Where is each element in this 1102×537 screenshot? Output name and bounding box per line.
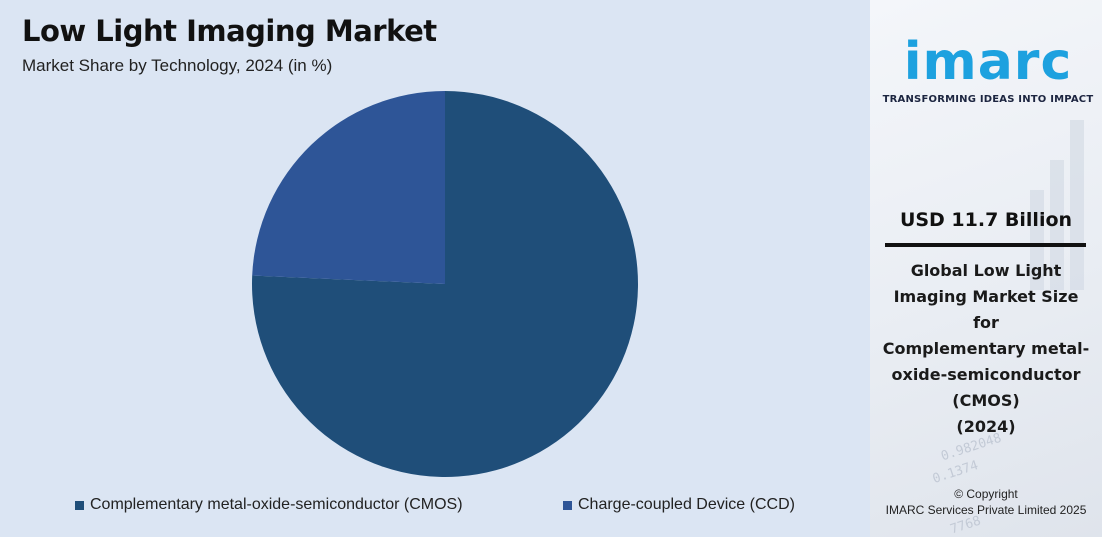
- description-line: Complementary metal-: [882, 339, 1090, 358]
- logo-wordmark: imarc: [903, 32, 1073, 92]
- chart-subtitle: Market Share by Technology, 2024 (in %): [22, 56, 333, 75]
- divider: [885, 243, 1086, 247]
- pie-slice-ccd: [252, 91, 445, 284]
- logo-tagline: TRANSFORMING IDEAS INTO IMPACT: [882, 94, 1094, 105]
- imarc-logo: imarc TRANSFORMING IDEAS INTO IMPACT: [882, 36, 1094, 105]
- legend-label-ccd: Charge-coupled Device (CCD): [578, 496, 795, 513]
- copyright: © Copyright IMARC Services Private Limit…: [870, 486, 1102, 518]
- copyright-line: IMARC Services Private Limited 2025: [885, 503, 1087, 517]
- legend-swatch-cmos: [75, 500, 84, 510]
- decorative-bar: [1070, 120, 1084, 290]
- legend-item-ccd: Charge-coupled Device (CCD): [563, 496, 795, 514]
- market-value: USD 11.7 Billion: [899, 209, 1073, 231]
- copyright-line: © Copyright: [954, 487, 1018, 501]
- pie-chart: [251, 91, 638, 477]
- description-line: (2024): [956, 417, 1016, 436]
- chart-title: Low Light Imaging Market: [22, 14, 437, 48]
- description-line: (CMOS): [952, 391, 1020, 410]
- decorative-digits: 0.1374: [930, 458, 981, 487]
- decorative-bar: [1050, 160, 1064, 290]
- legend-label-cmos: Complementary metal-oxide-semiconductor …: [90, 496, 463, 513]
- chart-panel: Low Light Imaging Market Market Share by…: [0, 0, 870, 537]
- description-line: oxide-semiconductor: [891, 365, 1081, 384]
- decorative-bar: [1030, 190, 1044, 290]
- description-line: Global Low Light: [910, 261, 1062, 280]
- side-panel: 0.982048 0.1374 7768 imarc TRANSFORMING …: [870, 0, 1102, 537]
- legend-item-cmos: Complementary metal-oxide-semiconductor …: [75, 496, 463, 514]
- market-description: Global Low Light Imaging Market Size for…: [878, 258, 1094, 440]
- description-line: Imaging Market Size for: [893, 287, 1079, 332]
- legend-swatch-ccd: [563, 500, 572, 510]
